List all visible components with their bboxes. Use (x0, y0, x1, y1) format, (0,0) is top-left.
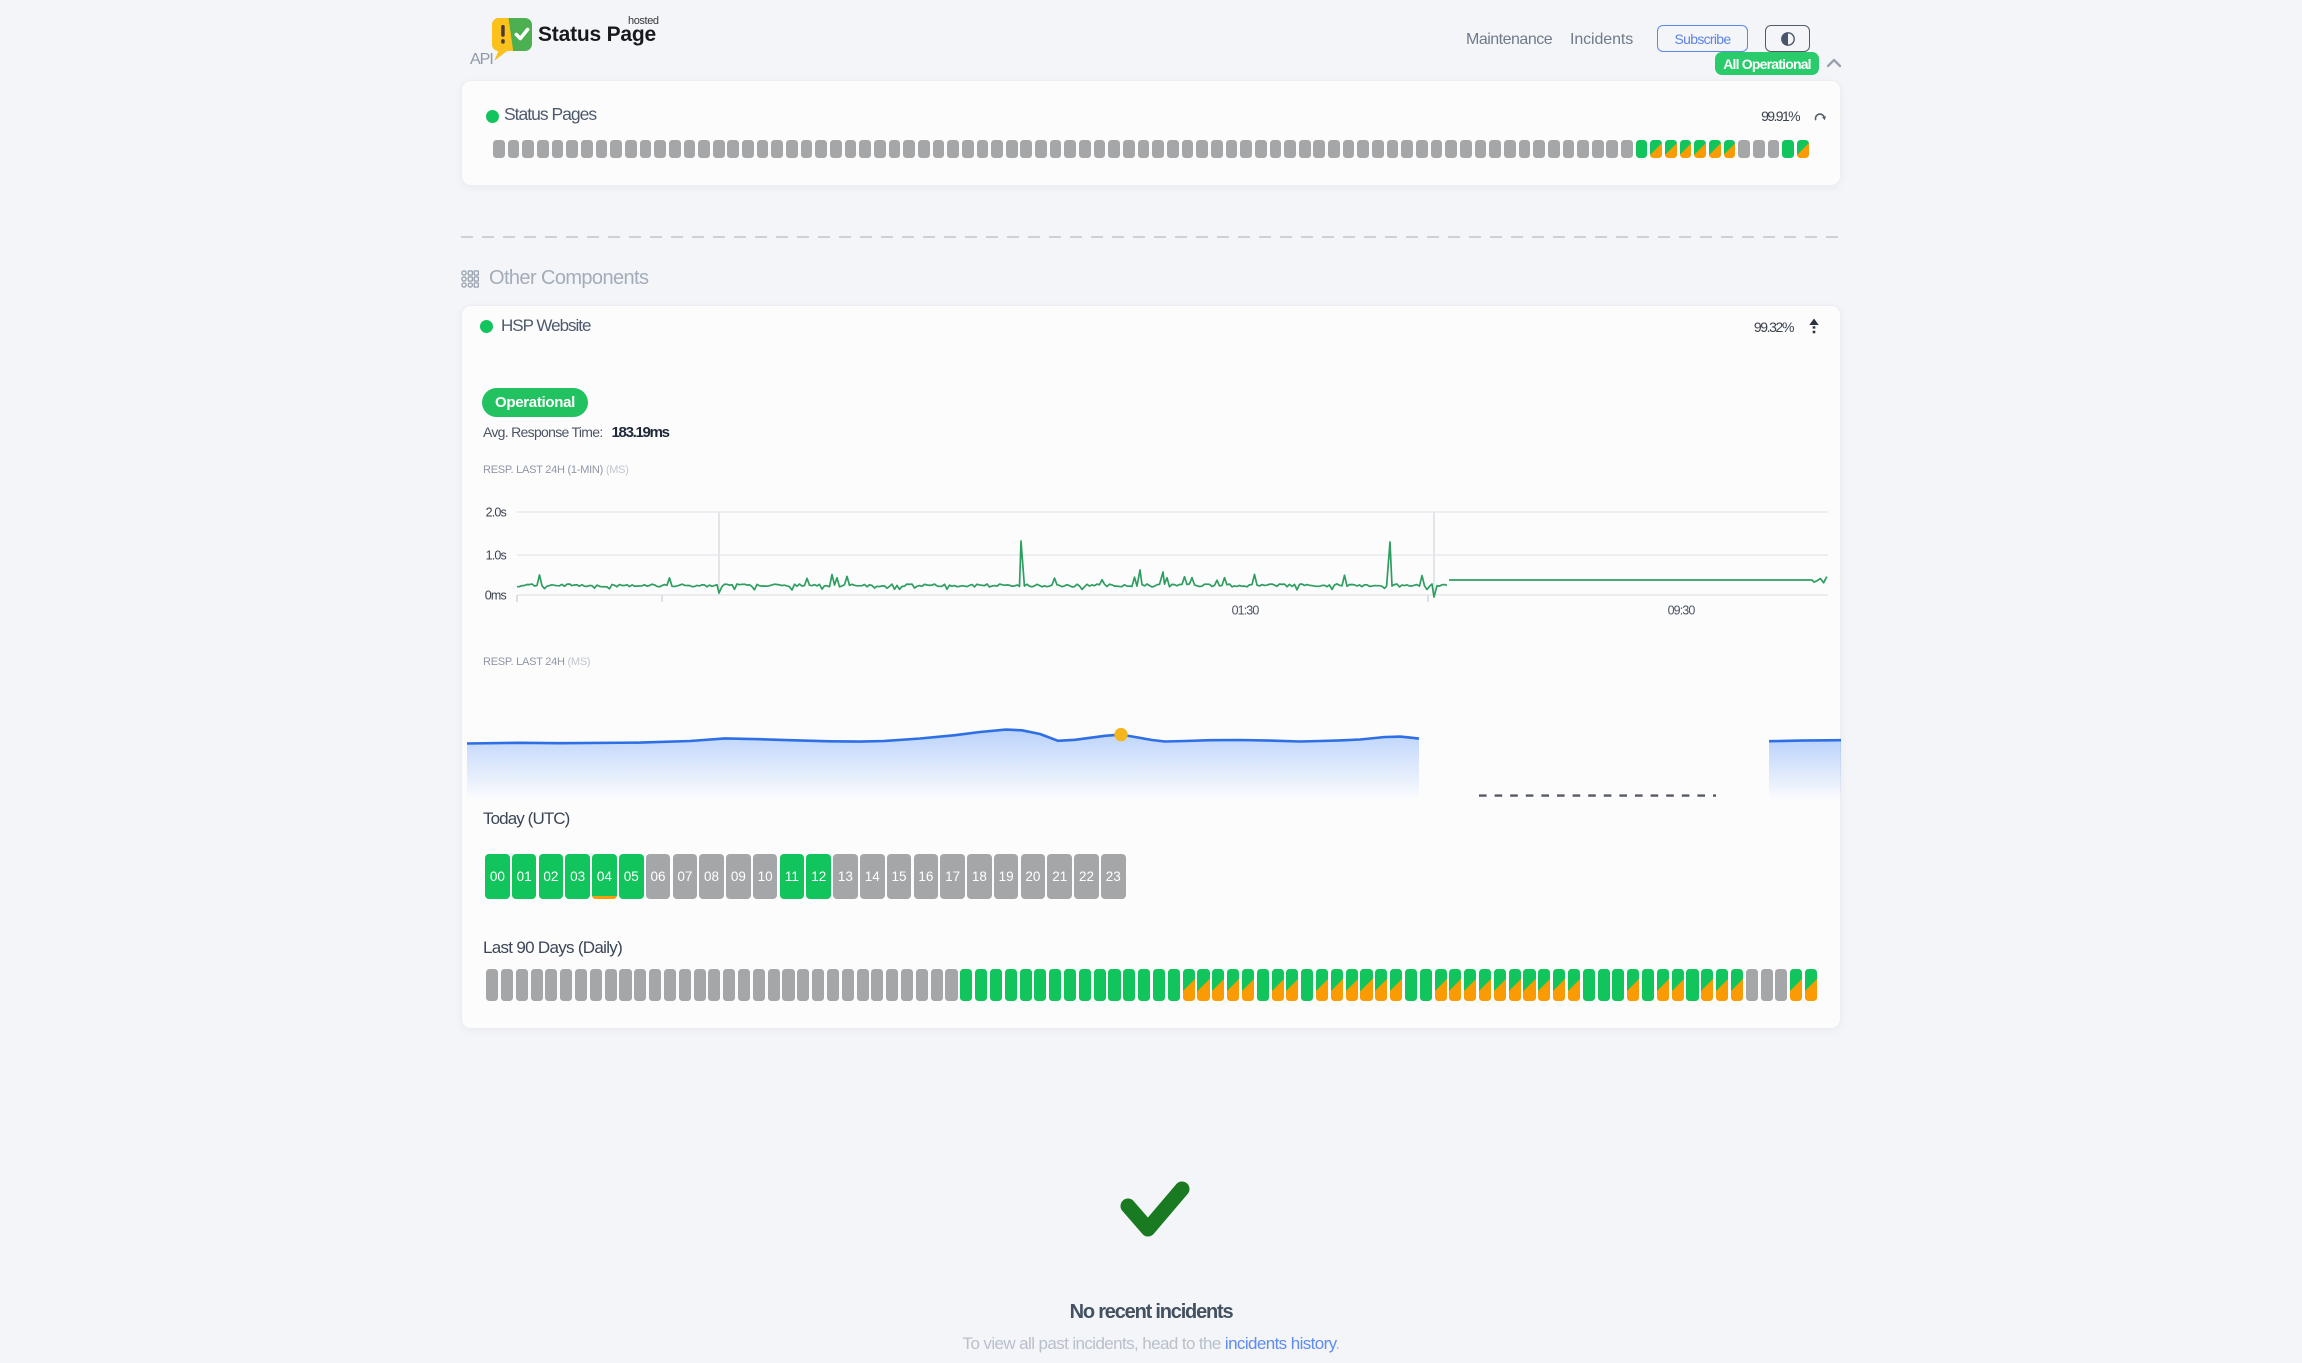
svg-text:2.0s: 2.0s (486, 506, 507, 520)
svg-text:0ms: 0ms (485, 589, 507, 603)
svg-text:01:30: 01:30 (1232, 604, 1260, 618)
svg-text:09:30: 09:30 (1668, 604, 1696, 618)
svg-text:1.0s: 1.0s (486, 549, 507, 563)
